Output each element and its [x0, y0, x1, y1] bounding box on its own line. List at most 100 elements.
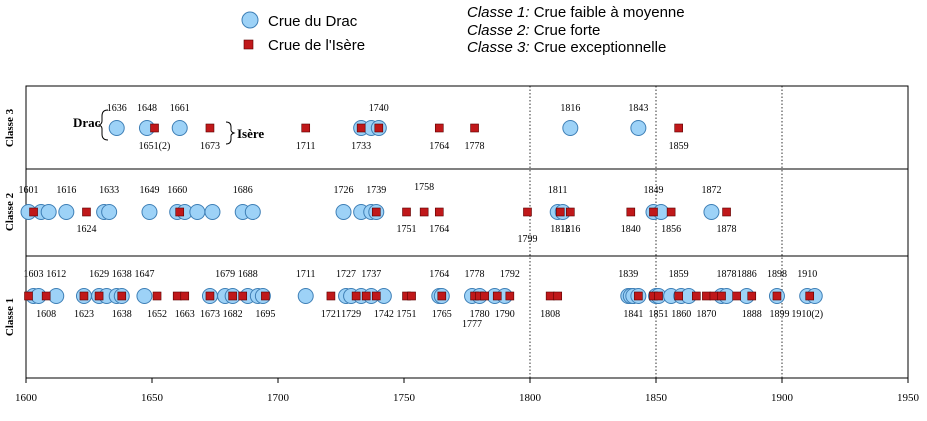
year-label-below-1711: 1711	[296, 141, 316, 152]
isere-flood-1812	[555, 207, 565, 217]
isere-flood-1740	[374, 123, 384, 133]
isere-flood-1898	[772, 291, 782, 301]
isere-flood-1608	[41, 291, 51, 301]
isere-flood-1843	[634, 291, 643, 301]
lane-2: 1601 1616 1633 1649 1660 1686 1726 1739 1758 1811…	[19, 182, 737, 245]
year-label-above-1636: 1636	[107, 103, 127, 114]
drac-flood-1636	[108, 120, 125, 136]
year-label-above-1629: 1629	[89, 269, 109, 280]
isere-flood-1695	[261, 291, 270, 301]
drac-flood-1872	[703, 204, 720, 220]
drac-flood-1616	[58, 204, 75, 220]
isere-flood-1651	[150, 123, 159, 133]
year-label-above-1910: 1910	[797, 269, 817, 280]
year-label-above-1661: 1661	[170, 103, 190, 114]
isere-flood-1765	[437, 291, 447, 301]
x-tick-label-1950: 1950	[897, 392, 920, 404]
isere-flood-1721	[326, 291, 336, 301]
year-label-above-1792: 1792	[500, 269, 520, 280]
year-label-above-1843: 1843	[628, 103, 648, 114]
isere-flood-1623	[79, 291, 89, 301]
lane-title-classe-3: Classe 3	[4, 108, 16, 147]
legend-drac-label: Crue du Drac	[268, 13, 358, 30]
legend-isere-label: Crue de l'Isère	[268, 37, 365, 54]
drac-flood-1633	[101, 204, 118, 220]
classes-legend-line-1: Classe 1: Crue faible à moyenne	[467, 4, 685, 21]
year-label-below-1751: 1751	[397, 309, 417, 320]
isere-flood-1878	[722, 207, 731, 217]
year-label-above-1638: 1638	[112, 269, 132, 280]
x-tick-label-1600: 1600	[15, 392, 38, 404]
isere-flood-1682	[228, 291, 237, 301]
year-label-above-1686: 1686	[233, 185, 253, 196]
year-label-above-1633: 1633	[99, 185, 119, 196]
year-label-above-1739: 1739	[366, 185, 386, 196]
classes-legend-line-2: Classe 2: Crue forte	[467, 22, 600, 39]
bracket-right-icon	[225, 121, 236, 145]
year-label-below-1888: 1888	[742, 309, 762, 320]
year-label-above-1601: 1601	[19, 185, 39, 196]
year-label-below-1682: 1682	[223, 309, 243, 320]
year-label-above-1679: 1679	[215, 269, 235, 280]
drac-flood-1661	[171, 120, 188, 136]
year-label-above-1711: 1711	[296, 269, 316, 280]
isere-flood-1661	[175, 207, 185, 217]
drac-flood-1609	[40, 204, 57, 220]
year-label-below-1729: 1729	[341, 309, 361, 320]
isere-flood-1811	[553, 291, 563, 301]
drac-flood-1674	[204, 204, 221, 220]
year-label-above-1660: 1660	[167, 185, 187, 196]
year-label-above-1816: 1816	[560, 103, 580, 114]
plot-frame	[25, 85, 909, 379]
isere-flood-1733	[356, 123, 366, 133]
isere-flood-1663	[180, 291, 190, 301]
year-label-above-1727: 1727	[336, 269, 356, 280]
year-label-above-1849: 1849	[643, 185, 663, 196]
isere-flood-1876	[717, 291, 726, 301]
isere-flood-1711	[301, 123, 311, 133]
lane-title-classe-1: Classe 1	[4, 298, 16, 336]
isere-flood-1686	[238, 291, 248, 301]
isere-flood-1764	[434, 207, 444, 217]
year-label-below-1777: 1777	[462, 319, 482, 330]
isere-flood-1652	[152, 291, 162, 301]
isere-flood-1673	[205, 291, 215, 301]
isere-flood-1753	[407, 291, 416, 301]
year-label-below-1673: 1673	[200, 141, 220, 152]
isere-flood-1638	[117, 291, 127, 301]
isere-flood-1859	[674, 291, 683, 301]
isere-flood-1870	[702, 291, 711, 301]
drac-flood-1726	[335, 204, 352, 220]
isere-flood-1866	[692, 291, 701, 301]
year-label-below-1780: 1780	[470, 309, 490, 320]
year-label-above-1688: 1688	[238, 269, 258, 280]
year-label-below-1859: 1859	[669, 141, 689, 152]
isere-flood-1739	[371, 291, 381, 301]
drac-flood-1668	[189, 204, 206, 220]
year-label-above-1737: 1737	[361, 269, 381, 280]
isere-flood-1660	[172, 291, 182, 301]
isere-flood-1882	[732, 291, 741, 301]
year-label-below-1695: 1695	[255, 309, 275, 320]
x-tick-label-1850: 1850	[645, 392, 668, 404]
year-label-above-1764: 1764	[429, 269, 449, 280]
year-label-below-1765: 1765	[432, 309, 452, 320]
year-label-above-1758: 1758	[414, 182, 434, 193]
drac-flood-1647	[136, 288, 153, 304]
year-label-below-1764: 1764	[429, 141, 449, 152]
x-tick-label-1750: 1750	[393, 392, 416, 404]
year-label-below-1812: 1812	[550, 224, 570, 235]
year-label-below-1652: 1652	[147, 309, 167, 320]
lane-3: 1603 1612 1629 1638 1647 1679 1688 1711 1727 1737…	[24, 269, 823, 330]
year-label-below-1870: 1870	[696, 309, 716, 320]
isere-flood-1764	[434, 123, 444, 133]
isere-flood-1799	[523, 207, 532, 217]
x-tick-label-1700: 1700	[267, 392, 290, 404]
year-label-below-1623: 1623	[74, 309, 94, 320]
isere-flood-1808	[545, 291, 555, 301]
isere-flood-1601	[24, 291, 33, 301]
year-label-below-1663: 1663	[175, 309, 195, 320]
year-label-above-1726: 1726	[334, 185, 354, 196]
year-label-below-1638: 1638	[112, 309, 132, 320]
